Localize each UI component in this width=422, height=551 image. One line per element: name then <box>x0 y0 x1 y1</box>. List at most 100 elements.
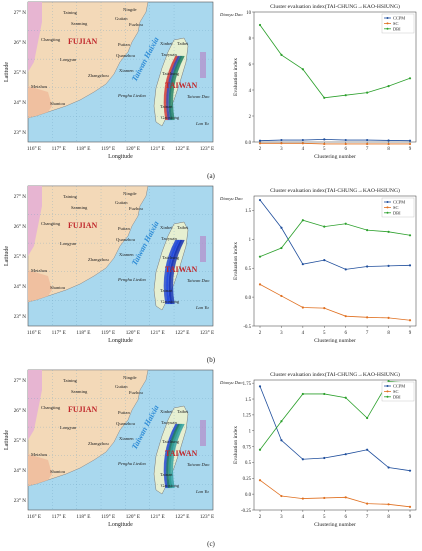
place-label: Sanming <box>71 205 88 210</box>
evaluation-chart: Cluster evaluation index(TAI-CHUNG→KAO-H… <box>233 3 417 160</box>
lat-tick: 26° N <box>14 407 27 414</box>
series-line-ccpm <box>259 386 411 472</box>
data-point-sc <box>387 142 390 146</box>
place-label: Diaoyu Dao <box>219 196 243 201</box>
subfigure-label: (c) <box>207 540 215 548</box>
chart-title: Cluster evaluation index(TAI-CHUNG→KAO-H… <box>270 3 400 10</box>
place-label: Penghu Liedao <box>117 461 147 466</box>
data-point-dbi <box>366 416 369 420</box>
place-label: Taining <box>63 378 78 383</box>
legend-marker <box>386 206 389 209</box>
data-point-dbi <box>387 85 390 88</box>
data-point-ccpm <box>280 138 283 142</box>
place-label: Penghu Liedao <box>117 93 147 98</box>
trajectory-line <box>168 55 181 121</box>
data-point-dbi <box>301 68 304 71</box>
data-point-dbi <box>344 396 347 399</box>
data-point-ccpm <box>387 139 390 142</box>
place-label: Tainan <box>160 472 173 477</box>
mainland-fujian <box>27 1 149 119</box>
place-label: Sanming <box>71 21 88 26</box>
chart-xlabel: Clustering number <box>314 338 356 344</box>
place-label: Taibei <box>177 409 189 414</box>
place-label: Meizhou <box>31 452 48 457</box>
restricted-zone <box>200 236 206 262</box>
y-tick-label: 0.0 <box>245 296 252 301</box>
data-point-sc <box>387 503 390 506</box>
x-tick-label: 6 <box>344 515 347 520</box>
data-point-sc <box>366 502 369 505</box>
legend-label: DBI <box>393 210 401 215</box>
data-point-sc <box>258 479 262 482</box>
y-tick-label: 10 <box>246 11 251 16</box>
place-label: Tainan <box>160 104 173 109</box>
trajectory-line <box>164 55 178 121</box>
data-point-ccpm <box>301 458 304 461</box>
trajectory-line <box>163 239 177 305</box>
province-guangdong <box>28 86 52 118</box>
y-tick-label: 6 <box>249 63 252 68</box>
lon-tick: 119° E <box>101 329 115 336</box>
data-point-sc <box>408 142 412 146</box>
trajectory-line <box>165 55 178 121</box>
data-point-ccpm <box>323 259 326 262</box>
series-line-dbi <box>259 24 411 99</box>
place-label: Ningde <box>123 7 137 12</box>
lon-tick: 120° E <box>126 329 140 336</box>
lat-tick: 27° N <box>14 9 27 16</box>
place-label: Xinbei <box>160 225 173 230</box>
y-tick-label: 1.75 <box>243 382 252 387</box>
lat-tick: 23° N <box>14 313 27 320</box>
lon-tick: 122° E <box>175 329 189 336</box>
place-label: Ningde <box>123 375 137 380</box>
x-tick-label: 4 <box>302 147 305 152</box>
place-label: Taoyuan <box>161 52 177 57</box>
x-tick-label: 3 <box>280 147 283 152</box>
province-guangdong <box>28 454 52 486</box>
place-label: Putian <box>118 42 130 47</box>
map-ylabel: Latitude <box>4 62 10 82</box>
data-point-dbi <box>258 255 262 258</box>
data-point-dbi <box>280 246 283 250</box>
data-point-sc <box>301 142 304 145</box>
lon-tick: 117° E <box>52 513 66 520</box>
trajectory-line <box>171 239 185 305</box>
trajectory-line <box>171 423 184 489</box>
x-tick-label: 2 <box>259 331 262 336</box>
trajectory-line <box>167 239 180 305</box>
data-point-ccpm <box>366 138 369 142</box>
legend-label: SC <box>393 21 398 26</box>
trajectory-line <box>163 55 177 121</box>
place-label: Ningde <box>123 191 137 196</box>
x-tick-label: 7 <box>366 331 369 336</box>
series-line-dbi <box>259 219 411 258</box>
data-point-ccpm <box>344 268 347 271</box>
data-point-sc <box>280 142 283 145</box>
data-point-ccpm <box>280 439 283 442</box>
data-point-dbi <box>366 91 369 94</box>
x-tick-label: 7 <box>366 147 369 152</box>
data-point-sc <box>301 306 304 309</box>
data-point-dbi <box>258 23 262 27</box>
legend-marker <box>386 22 389 25</box>
x-tick-label: 9 <box>409 147 412 152</box>
data-point-sc <box>280 494 283 498</box>
data-point-dbi <box>344 222 347 225</box>
plot-area <box>253 195 417 327</box>
data-point-ccpm <box>366 448 369 451</box>
trajectory-line <box>164 423 177 489</box>
trajectory-line <box>167 55 180 121</box>
panel-1: Taining Ningde Sanming Gutian Fuzhou Diaoyu D… <box>0 184 422 367</box>
x-tick-label: 8 <box>387 515 390 520</box>
place-label: Shantou <box>50 285 66 290</box>
x-tick-label: 2 <box>259 147 262 152</box>
x-tick-label: 5 <box>323 331 326 336</box>
y-tick-label: 0.0 <box>245 493 252 498</box>
place-label: Taiwan Dao <box>187 278 210 283</box>
y-tick-label: 1.5 <box>245 398 252 403</box>
data-point-dbi <box>301 392 304 396</box>
data-point-dbi <box>258 448 262 451</box>
